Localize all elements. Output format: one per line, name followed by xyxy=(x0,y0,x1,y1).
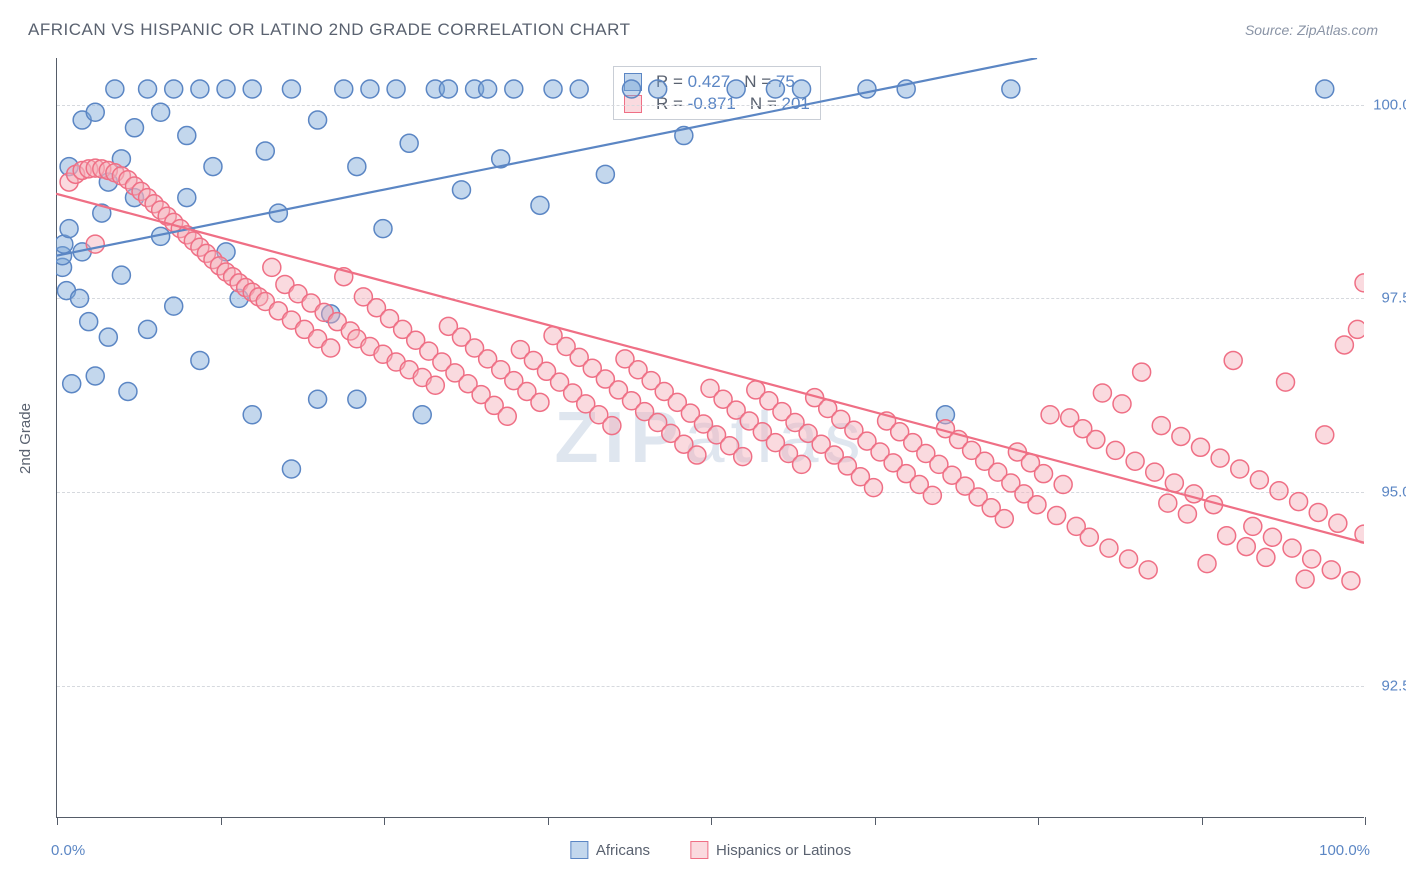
legend-swatch-bottom-0 xyxy=(570,841,588,859)
x-tick xyxy=(221,817,222,825)
gridline xyxy=(57,492,1364,493)
n-label-1: N = xyxy=(750,94,782,113)
legend-stats-box: R = 0.427 N = 75 R = -0.871 N = 201 xyxy=(613,66,821,120)
y-axis-label: 2nd Grade xyxy=(17,403,34,474)
r-value-1: -0.871 xyxy=(688,94,736,113)
x-tick xyxy=(1365,817,1366,825)
chart-source: Source: ZipAtlas.com xyxy=(1245,22,1378,38)
y-axis-label-wrap: 2nd Grade xyxy=(10,58,40,818)
y-tick-label: 100.0% xyxy=(1371,96,1406,113)
x-tick xyxy=(1038,817,1039,825)
x-axis-min-label: 0.0% xyxy=(51,842,85,859)
x-tick xyxy=(711,817,712,825)
watermark-bold: ZIP xyxy=(554,398,684,478)
legend-label-1: Hispanics or Latinos xyxy=(716,842,851,859)
chart-title: AFRICAN VS HISPANIC OR LATINO 2ND GRADE … xyxy=(28,20,631,40)
y-tick-label: 97.5% xyxy=(1379,290,1406,307)
x-tick xyxy=(548,817,549,825)
legend-item-1: Hispanics or Latinos xyxy=(690,841,851,859)
gridline xyxy=(57,298,1364,299)
gridline xyxy=(57,105,1364,106)
r-value-0: 0.427 xyxy=(688,72,731,91)
x-tick xyxy=(384,817,385,825)
x-tick xyxy=(875,817,876,825)
x-tick xyxy=(57,817,58,825)
watermark-rest: atlas xyxy=(684,398,866,478)
bottom-legend: Africans Hispanics or Latinos xyxy=(570,841,851,859)
n-value-1: 201 xyxy=(782,94,810,113)
title-bar: AFRICAN VS HISPANIC OR LATINO 2ND GRADE … xyxy=(28,20,1378,40)
plot-area: ZIPatlas R = 0.427 N = 75 R = -0.871 N =… xyxy=(56,58,1364,818)
r-label-1: R = xyxy=(656,94,688,113)
y-tick-label: 95.0% xyxy=(1379,484,1406,501)
watermark: ZIPatlas xyxy=(554,397,866,479)
legend-swatch-0 xyxy=(624,73,642,91)
legend-label-0: Africans xyxy=(596,842,650,859)
x-axis-max-label: 100.0% xyxy=(1319,842,1370,859)
r-label-0: R = xyxy=(656,72,688,91)
chart-container: AFRICAN VS HISPANIC OR LATINO 2ND GRADE … xyxy=(0,0,1406,892)
y-tick-label: 92.5% xyxy=(1379,678,1406,695)
legend-item-0: Africans xyxy=(570,841,650,859)
legend-stats-row-0: R = 0.427 N = 75 xyxy=(624,71,810,93)
n-label-0: N = xyxy=(744,72,776,91)
x-tick xyxy=(1202,817,1203,825)
gridline xyxy=(57,686,1364,687)
legend-swatch-bottom-1 xyxy=(690,841,708,859)
n-value-0: 75 xyxy=(776,72,795,91)
